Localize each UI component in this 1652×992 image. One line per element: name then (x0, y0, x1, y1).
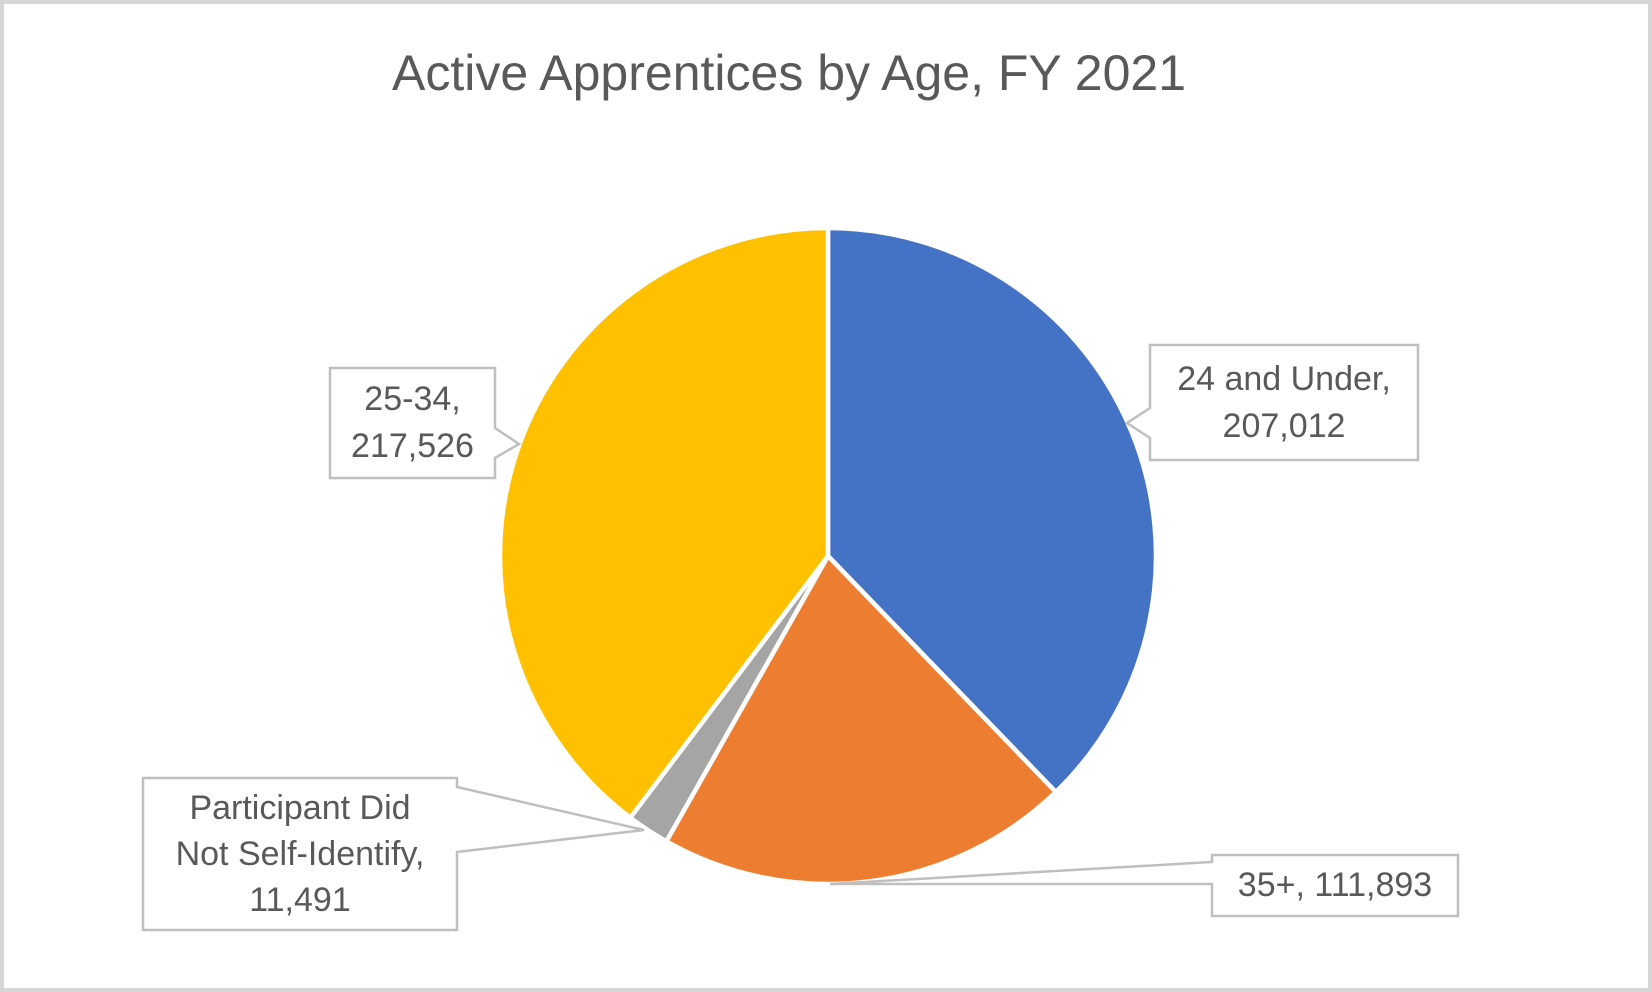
pie-slice-25-34 (497, 225, 831, 820)
callout-box-did-not-self-identify (141, 776, 645, 932)
callout-box-24-and-under (1124, 343, 1420, 462)
pie-slice-24-and-under (825, 225, 1159, 795)
callout-box-35-plus (829, 853, 1460, 918)
pie (497, 225, 1159, 887)
callout-box-25-34 (328, 366, 522, 480)
chart-title: Active Apprentices by Age, FY 2021 (391, 45, 1187, 101)
